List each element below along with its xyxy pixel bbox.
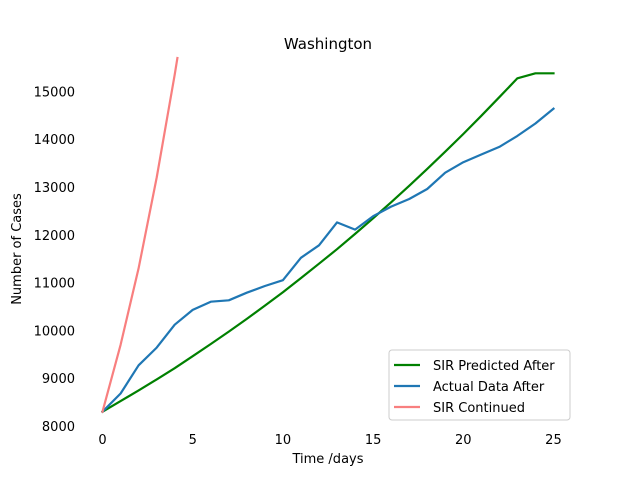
y-tick-label: 11000 xyxy=(34,277,75,292)
legend-frame xyxy=(388,349,571,421)
legend-label: Actual Data After xyxy=(433,380,545,395)
x-axis-ticks: 0 5 10 15 20 25 xyxy=(98,433,561,448)
y-tick-label: 10000 xyxy=(34,324,75,339)
legend-label: SIR Predicted After xyxy=(433,359,555,374)
x-axis-label: Time /days xyxy=(291,452,363,467)
series-line xyxy=(100,107,556,414)
chart-title: Washington xyxy=(284,35,372,53)
legend: SIR Predicted After Actual Data After SIR … xyxy=(388,349,571,421)
y-tick-label: 12000 xyxy=(34,229,75,244)
series-line xyxy=(100,72,555,414)
y-axis-label: Number of Cases xyxy=(10,193,25,305)
y-tick-label: 9000 xyxy=(42,372,75,387)
x-tick-label: 0 xyxy=(98,433,106,448)
legend-label: SIR Continued xyxy=(433,401,525,416)
x-tick-label: 20 xyxy=(455,433,472,448)
y-tick-label: 15000 xyxy=(34,85,75,100)
y-tick-label: 8000 xyxy=(42,420,75,435)
x-tick-label: 25 xyxy=(545,433,562,448)
series-line xyxy=(101,56,179,414)
y-tick-label: 14000 xyxy=(34,133,75,148)
x-tick-label: 10 xyxy=(275,433,292,448)
y-axis-ticks: 8000 9000 10000 11000 12000 13000 14000 15000 xyxy=(34,85,75,435)
x-tick-label: 15 xyxy=(365,433,382,448)
x-tick-label: 5 xyxy=(189,433,197,448)
series-lines xyxy=(100,56,556,414)
y-tick-label: 13000 xyxy=(34,181,75,196)
